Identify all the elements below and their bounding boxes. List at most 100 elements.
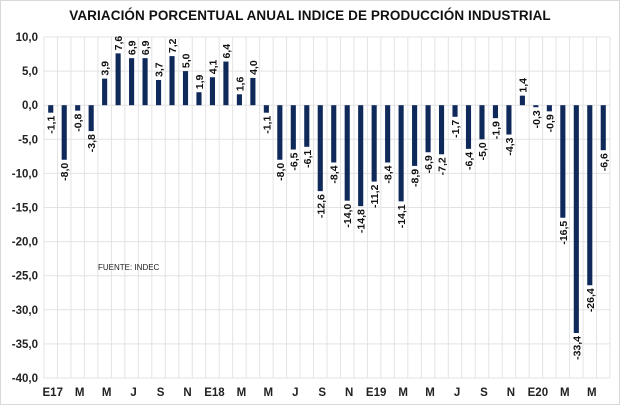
data-label: -14,8 <box>356 209 368 233</box>
data-label: -0,3 <box>531 110 543 128</box>
y-tick-label: 0,0 <box>22 100 38 112</box>
y-tick-label: -15,0 <box>12 203 38 215</box>
bar <box>600 105 606 151</box>
x-tick-label: E19 <box>366 387 386 399</box>
data-label: 7,2 <box>167 38 179 53</box>
data-label: -6,1 <box>302 150 314 168</box>
bar <box>573 105 579 333</box>
data-label: 1,6 <box>234 77 246 92</box>
data-label: -26,4 <box>585 288 597 312</box>
bar <box>169 56 175 106</box>
x-tick-label: N <box>345 387 353 399</box>
bar <box>560 105 566 218</box>
x-tick-label: M <box>560 387 570 399</box>
bar <box>155 79 162 106</box>
data-label: -0,8 <box>73 113 85 131</box>
bar <box>142 58 148 106</box>
data-label: 6,9 <box>127 40 139 55</box>
x-tick-label: S <box>480 387 488 399</box>
bar <box>290 105 296 150</box>
data-label: -6,5 <box>288 152 300 170</box>
bar <box>115 53 121 106</box>
y-tick-label: -25,0 <box>12 271 38 283</box>
x-tick-label: S <box>318 387 326 399</box>
bar <box>425 105 431 153</box>
bar <box>492 105 499 119</box>
x-tick-label: E18 <box>204 387 225 399</box>
data-label: -6,6 <box>598 153 610 171</box>
data-label: -8,4 <box>329 165 341 183</box>
x-tick-label: M <box>425 387 435 399</box>
y-tick-label: 5,0 <box>22 66 38 78</box>
bar <box>182 71 189 106</box>
data-label: -1,1 <box>46 116 58 134</box>
bar <box>196 92 202 106</box>
data-label: 1,4 <box>517 78 529 93</box>
bar <box>385 105 391 163</box>
bar <box>263 105 269 113</box>
data-label: 5,0 <box>181 53 193 68</box>
data-label: -14,0 <box>342 204 354 228</box>
data-label: -16,5 <box>558 221 570 245</box>
data-label: -7,2 <box>437 157 449 175</box>
data-label: 7,6 <box>113 36 125 51</box>
x-tick-label: M <box>587 387 597 399</box>
source-note: FUENTE: INDEC <box>98 263 160 272</box>
bar <box>452 105 458 117</box>
y-tick-label: -40,0 <box>12 373 38 385</box>
x-tick-label: M <box>237 387 247 399</box>
bar <box>519 95 525 106</box>
bar <box>358 105 364 207</box>
chart-title: VARIACIÓN PORCENTUAL ANUAL INDICE DE PRO… <box>69 8 551 23</box>
bar <box>344 105 350 201</box>
x-tick-label: N <box>507 387 515 399</box>
data-label: -1,9 <box>490 121 502 139</box>
bar <box>412 105 418 166</box>
data-label: 4,0 <box>248 60 260 75</box>
bar <box>371 105 377 182</box>
y-tick-label: -20,0 <box>12 237 38 249</box>
data-label: -8,4 <box>383 165 395 183</box>
data-label: 3,9 <box>100 61 112 76</box>
data-label: -3,8 <box>86 134 98 152</box>
x-tick-label: M <box>102 387 112 399</box>
data-label: 6,9 <box>140 40 152 55</box>
bar <box>277 105 283 160</box>
bar <box>223 61 229 106</box>
bar <box>317 105 323 192</box>
bar <box>102 78 108 106</box>
x-tick-label: J <box>130 387 136 399</box>
data-label: -11,2 <box>369 184 381 208</box>
data-label: -8,9 <box>410 169 422 187</box>
data-label: -12,6 <box>315 194 327 218</box>
x-tick-label: J <box>292 387 298 399</box>
data-label: -1,7 <box>450 120 462 138</box>
data-label: -1,1 <box>261 116 273 134</box>
bar <box>236 94 242 106</box>
bar <box>506 105 512 135</box>
y-tick-label: -10,0 <box>12 168 38 180</box>
y-tick-label: -30,0 <box>12 305 38 317</box>
data-label: 4,1 <box>207 59 219 74</box>
data-label: 6,4 <box>221 44 233 59</box>
bar <box>465 105 472 149</box>
y-tick-label: -5,0 <box>18 134 38 146</box>
x-tick-label: S <box>157 387 165 399</box>
bar <box>48 105 54 113</box>
bar <box>250 77 256 106</box>
x-tick-label: M <box>264 387 274 399</box>
bar <box>61 105 67 160</box>
data-label: -4,3 <box>504 137 516 155</box>
x-tick-label: M <box>75 387 85 399</box>
bar <box>479 105 485 140</box>
bar <box>129 58 135 106</box>
data-label: -14,1 <box>396 204 408 228</box>
x-tick-label: M <box>398 387 408 399</box>
x-tick-label: E17 <box>43 387 63 399</box>
bar <box>533 105 539 108</box>
bar <box>88 105 94 132</box>
data-label: -5,0 <box>477 142 489 160</box>
y-tick-label: -35,0 <box>12 339 38 351</box>
bar <box>438 105 445 155</box>
